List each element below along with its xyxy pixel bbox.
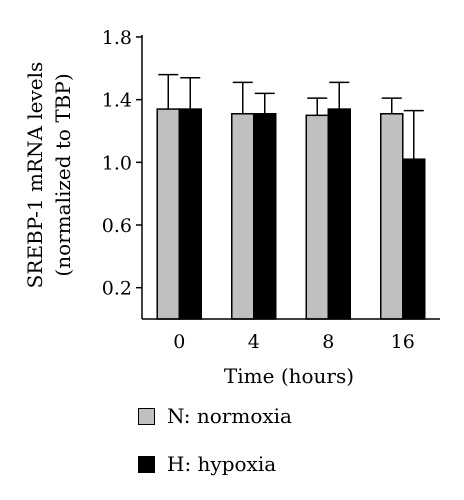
- bar-normoxia-16: [380, 113, 404, 320]
- bar-normoxia-0: [156, 108, 180, 320]
- legend-swatch-hypoxia: [138, 455, 155, 473]
- legend-swatch-normoxia: [138, 407, 155, 425]
- y-tick-label-0.6: 0.6: [102, 215, 132, 237]
- y-axis-title-line-1: SREBP-1 mRNA levels: [23, 62, 47, 289]
- legend-label-hypoxia: H: hypoxia: [167, 452, 277, 476]
- legend-item-normoxia: N: normoxia: [138, 402, 292, 430]
- x-axis-title: Time (hours): [224, 364, 354, 388]
- bar-normoxia-8: [305, 114, 329, 320]
- y-axis-title-line-2: (normalized to TBP): [51, 73, 75, 276]
- y-axis-title: SREBP-1 mRNA levels (normalized to TBP): [23, 62, 75, 289]
- x-tick-label-8: 8: [322, 331, 334, 353]
- bar-hypoxia-0: [178, 108, 202, 320]
- x-tick-label-0: 0: [173, 331, 185, 353]
- y-tick-label-0.2: 0.2: [102, 278, 132, 300]
- y-tick-label-1.4: 1.4: [102, 90, 132, 112]
- legend-item-hypoxia: H: hypoxia: [138, 450, 292, 478]
- bar-hypoxia-4: [253, 113, 277, 320]
- x-tick-label-16: 16: [391, 331, 415, 353]
- bar-hypoxia-16: [402, 158, 426, 320]
- legend: N: normoxia H: hypoxia: [138, 402, 292, 498]
- bar-normoxia-4: [231, 113, 255, 320]
- x-tick-label-4: 4: [248, 331, 260, 353]
- y-tick-label-1.8: 1.8: [102, 27, 132, 49]
- legend-label-normoxia: N: normoxia: [167, 404, 292, 428]
- bar-hypoxia-8: [327, 108, 351, 320]
- y-tick-label-1.0: 1.0: [102, 152, 132, 174]
- bar-chart: SREBP-1 mRNA levels (normalized to TBP) …: [23, 27, 440, 388]
